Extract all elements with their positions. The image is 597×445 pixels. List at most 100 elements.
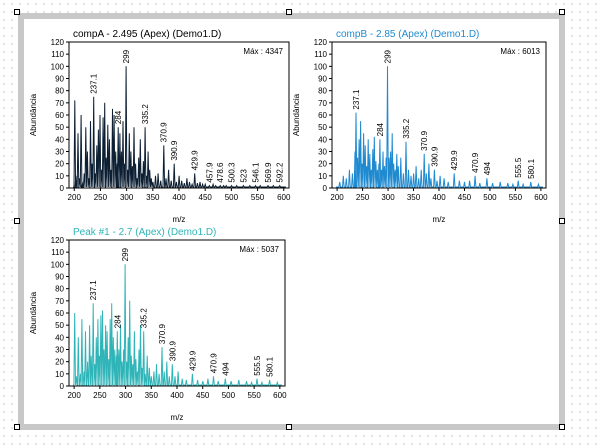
spectrum-line xyxy=(336,66,543,188)
x-tick-label: 450 xyxy=(199,193,213,202)
peak-label: 580.1 xyxy=(266,356,275,377)
resize-handle-s[interactable] xyxy=(286,424,292,430)
peak-label: 370.9 xyxy=(158,323,167,344)
y-tick-label: 0 xyxy=(60,382,65,391)
y-tick-label: 100 xyxy=(51,260,65,269)
x-tick-label: 600 xyxy=(534,193,548,202)
x-tick-label: 400 xyxy=(172,193,186,202)
peak-label: 335.2 xyxy=(402,118,411,139)
x-tick-label: 300 xyxy=(120,193,134,202)
peak-label: 284 xyxy=(376,122,385,136)
x-tick-label: 200 xyxy=(67,391,81,400)
x-tick-label: 450 xyxy=(458,193,472,202)
y-tick-label: 100 xyxy=(314,62,328,71)
x-tick-label: 300 xyxy=(381,193,395,202)
x-tick-label: 200 xyxy=(330,193,344,202)
peak-label: 500.3 xyxy=(228,162,237,183)
spectrum-line xyxy=(73,264,282,386)
peak-label: 299 xyxy=(122,49,131,63)
y-tick-label: 50 xyxy=(318,123,327,132)
panel-title: Peak #1 - 2.7 (Apex) (Demo1.D) xyxy=(73,227,216,238)
x-tick-label: 550 xyxy=(251,193,265,202)
y-tick-label: 120 xyxy=(314,38,328,47)
y-tick-label: 80 xyxy=(55,285,64,294)
y-tick-label: 40 xyxy=(318,135,327,144)
x-tick-label: 250 xyxy=(94,193,108,202)
y-tick-label: 120 xyxy=(51,38,65,47)
x-axis-label: m/z xyxy=(173,215,186,224)
peak-label: 237.1 xyxy=(352,89,361,110)
peak-label: 284 xyxy=(114,110,123,124)
peak-label: 555.5 xyxy=(514,157,523,178)
x-axis-label: m/z xyxy=(433,215,446,224)
resize-handle-e[interactable] xyxy=(559,218,565,224)
peak-label: 335.2 xyxy=(141,104,150,125)
peak-label: 494 xyxy=(221,362,230,376)
y-tick-label: 20 xyxy=(318,160,327,169)
peak-label: 284 xyxy=(113,314,122,328)
y-tick-label: 70 xyxy=(55,297,64,306)
spectrum-line xyxy=(73,66,286,188)
y-tick-label: 30 xyxy=(55,148,64,157)
y-tick-label: 100 xyxy=(51,62,65,71)
x-tick-label: 300 xyxy=(119,391,133,400)
y-tick-label: 0 xyxy=(60,184,65,193)
resize-handle-w[interactable] xyxy=(14,218,20,224)
peak-label: 470.9 xyxy=(471,152,480,173)
peak-label: 569.9 xyxy=(264,162,273,183)
y-tick-label: 70 xyxy=(55,99,64,108)
peak-label: 478.6 xyxy=(216,162,225,183)
x-tick-label: 350 xyxy=(146,193,160,202)
x-tick-label: 550 xyxy=(247,391,261,400)
y-tick-label: 0 xyxy=(323,184,328,193)
x-tick-label: 200 xyxy=(68,193,82,202)
y-tick-label: 10 xyxy=(55,172,64,181)
peak-label: 592.2 xyxy=(276,162,285,183)
panel-title: compB - 2.85 (Apex) (Demo1.D) xyxy=(336,29,479,40)
y-tick-label: 20 xyxy=(55,358,64,367)
y-tick-label: 10 xyxy=(318,172,327,181)
x-tick-label: 350 xyxy=(407,193,421,202)
x-tick-label: 500 xyxy=(222,391,236,400)
x-tick-label: 250 xyxy=(93,391,107,400)
y-tick-label: 80 xyxy=(55,87,64,96)
peak-label: 237.1 xyxy=(90,73,99,94)
resize-handle-se[interactable] xyxy=(559,424,565,430)
x-tick-label: 400 xyxy=(170,391,184,400)
resize-handle-nw[interactable] xyxy=(14,9,20,15)
y-tick-label: 30 xyxy=(318,148,327,157)
y-tick-label: 60 xyxy=(55,111,64,120)
y-axis-label: Abundância xyxy=(29,291,38,334)
spectrum-panel: compA - 2.495 (Apex) (Demo1.D) 0 10 20 30 40 5… xyxy=(29,29,291,224)
peak-label: 299 xyxy=(384,49,393,63)
x-tick-label: 350 xyxy=(145,391,159,400)
peak-label: 523 xyxy=(239,169,248,183)
spectrum-panel: Peak #1 - 2.7 (Apex) (Demo1.D) 0 10 20 30 40 5… xyxy=(29,227,287,422)
spectrum-panel: compB - 2.85 (Apex) (Demo1.D) 0 10 20 30 40 50… xyxy=(292,29,548,224)
resize-handle-ne[interactable] xyxy=(559,9,565,15)
y-tick-label: 20 xyxy=(55,160,64,169)
x-tick-label: 500 xyxy=(225,193,239,202)
x-tick-label: 500 xyxy=(483,193,497,202)
resize-handle-sw[interactable] xyxy=(14,424,20,430)
resize-handle-n[interactable] xyxy=(286,9,292,15)
y-tick-label: 60 xyxy=(318,111,327,120)
peak-label: 390.9 xyxy=(430,146,439,167)
max-abundance-label: Máx : 5037 xyxy=(239,245,279,254)
peak-label: 390.9 xyxy=(170,140,179,161)
peak-label: 299 xyxy=(121,247,130,261)
peak-label: 390.9 xyxy=(168,341,177,362)
y-tick-label: 70 xyxy=(318,99,327,108)
y-tick-label: 40 xyxy=(55,333,64,342)
y-tick-label: 90 xyxy=(55,75,64,84)
y-axis-label: Abundância xyxy=(292,93,301,136)
x-tick-label: 400 xyxy=(432,193,446,202)
x-tick-label: 600 xyxy=(277,193,291,202)
peak-label: 370.9 xyxy=(160,122,169,143)
peak-label: 370.9 xyxy=(420,130,429,151)
peak-label: 429.9 xyxy=(191,150,200,171)
peak-label: 237.1 xyxy=(89,280,98,301)
y-tick-label: 50 xyxy=(55,123,64,132)
x-tick-label: 600 xyxy=(273,391,287,400)
